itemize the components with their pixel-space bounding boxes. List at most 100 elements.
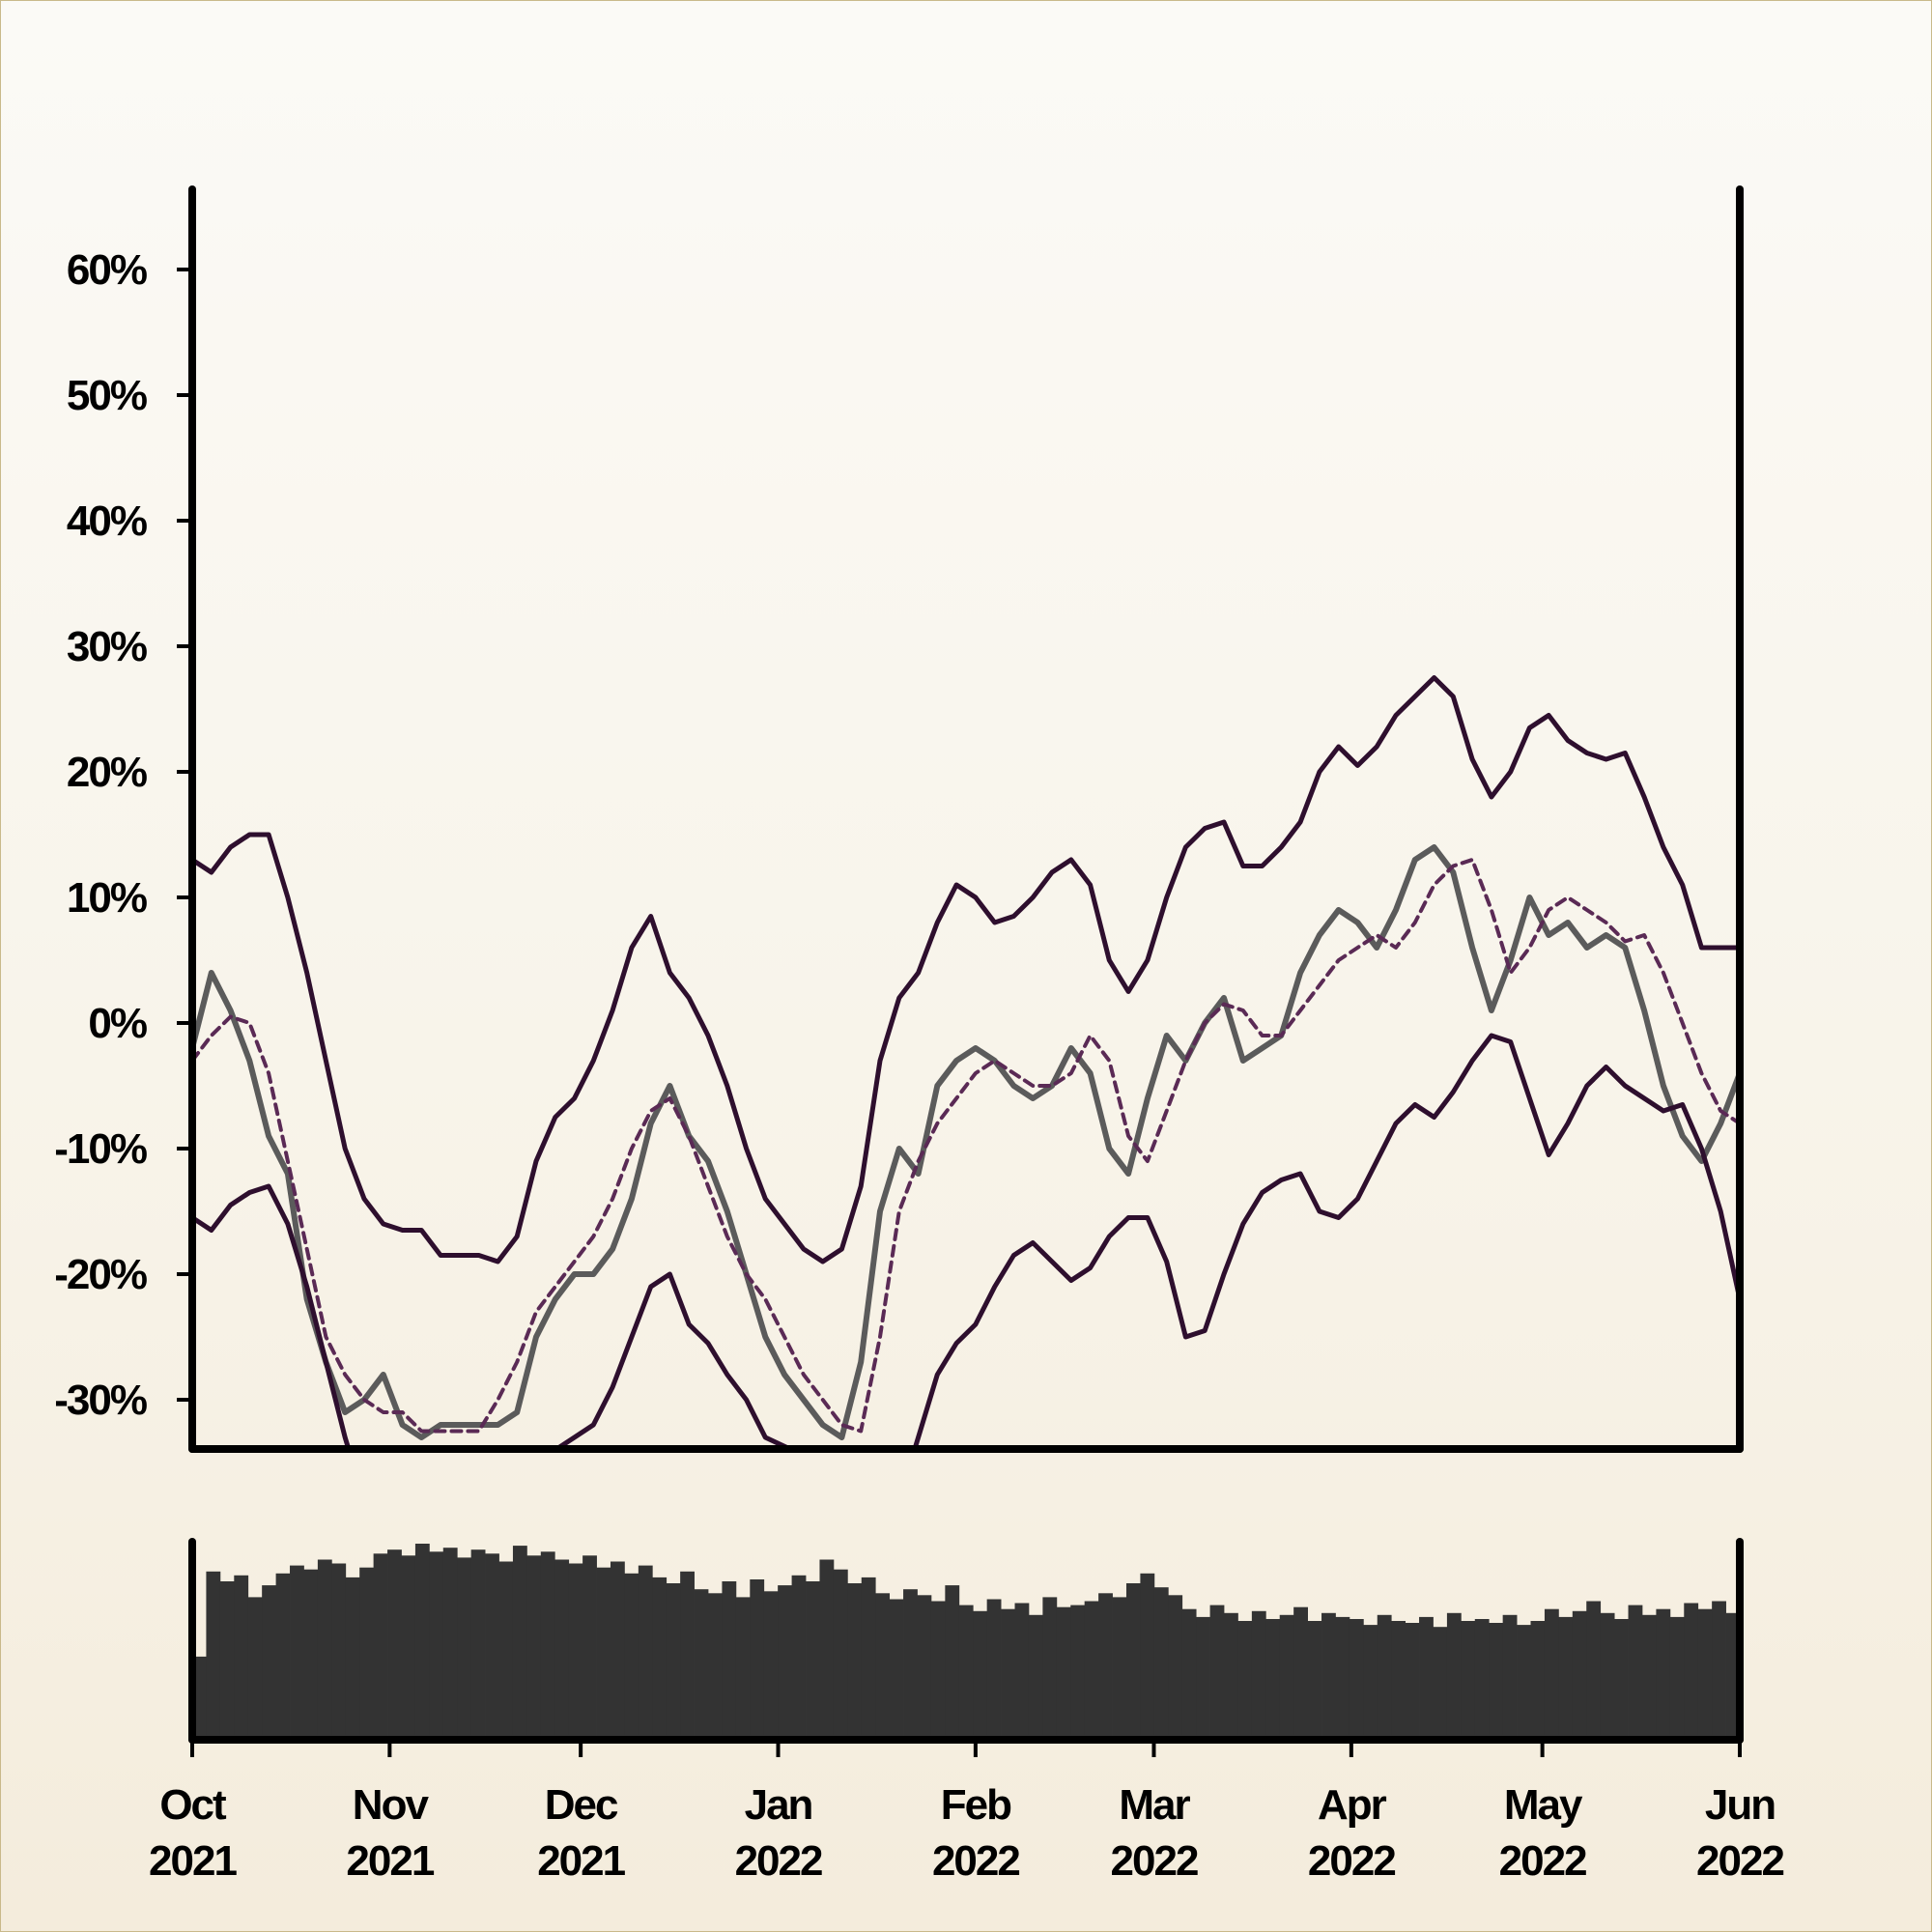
volume-bar <box>708 1593 723 1740</box>
upper-band-line <box>192 675 1740 1264</box>
x-axis: Oct 2021 Nov 2021 Dec 2021 Jan 2022 Feb 2022 Mar 20… <box>149 1740 1785 1885</box>
volume-bar <box>373 1553 388 1740</box>
middle-line <box>192 858 1740 1434</box>
volume-bar <box>666 1583 681 1740</box>
volume-bar <box>610 1561 625 1740</box>
volume-bar <box>401 1555 416 1740</box>
y-tick-label: 40% <box>67 497 147 545</box>
volume-bar <box>359 1567 375 1740</box>
volume-bar <box>1684 1603 1699 1740</box>
y-tick-label: -10% <box>54 1125 147 1173</box>
x-tick-year: 2022 <box>1499 1837 1586 1885</box>
volume-bar <box>1307 1621 1322 1740</box>
volume-bar <box>1461 1621 1476 1740</box>
volume-bar <box>1489 1623 1504 1740</box>
x-tick-month: Feb <box>941 1781 1011 1829</box>
volume-bar <box>763 1591 779 1741</box>
x-tick-month: Dec <box>545 1781 618 1829</box>
volume-bar <box>791 1575 807 1740</box>
volume-bar <box>652 1577 668 1740</box>
volume-bar <box>722 1581 737 1740</box>
y-tick-label: 50% <box>67 372 147 419</box>
y-tick-label: 60% <box>67 246 147 294</box>
volume-bar <box>1502 1614 1518 1740</box>
volume-bar <box>470 1549 486 1740</box>
volume-bar <box>345 1577 360 1740</box>
volume-bar <box>442 1548 458 1740</box>
volume-bar <box>498 1561 514 1740</box>
volume-bar <box>290 1565 304 1740</box>
volume-bar <box>1293 1606 1308 1740</box>
x-tick-year: 2022 <box>1308 1837 1395 1885</box>
x-tick-year: 2021 <box>346 1837 434 1885</box>
volume-bar <box>1712 1601 1726 1740</box>
volume-bar <box>1042 1597 1058 1740</box>
volume-bar <box>1070 1605 1086 1740</box>
x-tick-year: 2022 <box>735 1837 822 1885</box>
volume-bar <box>1600 1612 1615 1740</box>
volume-bar <box>219 1581 235 1740</box>
volume-bar <box>750 1579 765 1741</box>
volume-bar <box>1251 1610 1266 1741</box>
x-tick-year: 2022 <box>932 1837 1019 1885</box>
x-tick-month: Jan <box>745 1781 812 1829</box>
plot-area <box>192 675 1740 1449</box>
volume-bar <box>1628 1605 1643 1740</box>
volume-bar <box>958 1605 974 1740</box>
volume-bar <box>833 1569 848 1740</box>
volume-bar <box>303 1569 319 1740</box>
volume-bar <box>1377 1614 1392 1740</box>
volume-bar <box>1168 1595 1183 1740</box>
price-line <box>192 844 1740 1440</box>
volume-bar <box>680 1571 695 1741</box>
volume-bar <box>1321 1612 1336 1740</box>
volume-bar <box>429 1551 444 1741</box>
volume-bar <box>387 1549 402 1740</box>
volume-bar <box>1669 1616 1685 1740</box>
x-tick-month: Nov <box>353 1781 430 1829</box>
volume-bar <box>847 1583 863 1740</box>
volume-bar <box>1112 1597 1127 1740</box>
volume-bar <box>1001 1608 1015 1740</box>
volume-bar <box>1656 1608 1671 1740</box>
volume-bar <box>819 1559 835 1741</box>
y-tick-label: -30% <box>54 1377 147 1424</box>
x-tick-month: Jun <box>1705 1781 1775 1829</box>
volume-bar <box>234 1575 249 1740</box>
volume-bar <box>414 1544 430 1740</box>
volume-bar <box>1098 1593 1113 1740</box>
volume-bar <box>930 1601 946 1740</box>
volume-bar <box>1014 1603 1030 1740</box>
volume-bar <box>1586 1601 1602 1740</box>
volume-bar <box>1140 1573 1155 1740</box>
volume-bar <box>1196 1616 1210 1740</box>
volume-bar <box>1153 1587 1169 1740</box>
volume-bar <box>582 1555 597 1740</box>
volume-bar <box>889 1599 904 1740</box>
volume-bar <box>1544 1608 1559 1740</box>
volume-bar <box>1224 1612 1238 1740</box>
volume-bar <box>778 1585 792 1740</box>
volume-bar <box>624 1573 639 1740</box>
volume-bar <box>1419 1616 1434 1740</box>
volume-bar <box>1433 1627 1448 1740</box>
volume-bar <box>973 1610 988 1741</box>
volume-bar <box>1084 1601 1099 1740</box>
y-tick-label: 0% <box>88 1000 146 1047</box>
x-tick-month: Oct <box>159 1781 227 1829</box>
volume-bar <box>206 1571 221 1741</box>
volume-bar <box>331 1563 347 1740</box>
x-tick-year: 2021 <box>537 1837 625 1885</box>
x-tick-year: 2022 <box>1111 1837 1198 1885</box>
volume-bar <box>485 1553 499 1740</box>
volume-bar <box>1558 1616 1574 1740</box>
x-tick-month: May <box>1504 1781 1583 1829</box>
volume-bar <box>638 1565 653 1740</box>
y-tick-label: 10% <box>67 874 147 922</box>
x-tick-year: 2021 <box>149 1837 237 1885</box>
volume-bar <box>1614 1619 1629 1740</box>
volume-bar <box>1237 1621 1253 1740</box>
volume-bar <box>457 1557 472 1740</box>
